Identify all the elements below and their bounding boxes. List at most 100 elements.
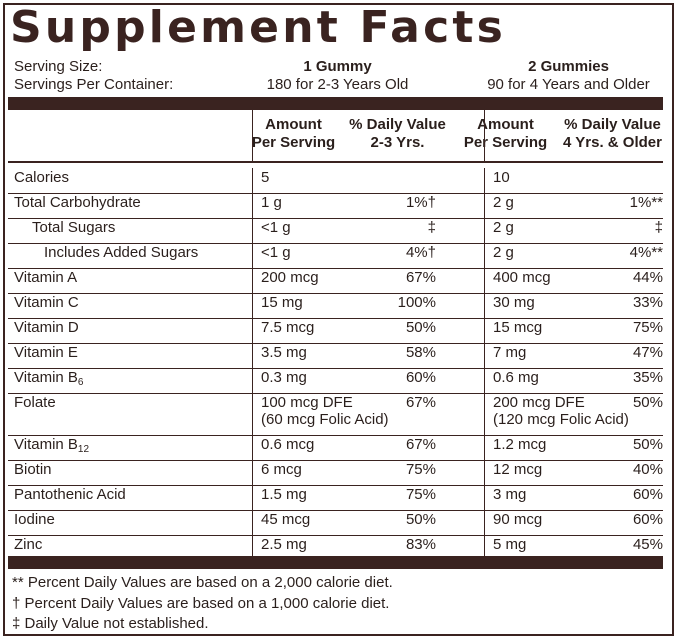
amount-2: 1.2 mcg: [493, 436, 547, 453]
row-divider: [8, 435, 663, 436]
daily-value-1: 83%: [405, 536, 436, 553]
divider-thick-bottom: [8, 556, 663, 569]
amount-2: 3 mg: [493, 486, 527, 503]
daily-value-2: 4%**: [629, 244, 663, 261]
row-divider: [8, 393, 663, 394]
daily-value-2: 50%: [632, 436, 663, 453]
row-divider: [8, 243, 663, 244]
daily-value-1: 67%: [405, 394, 436, 411]
daily-value-2: 47%: [632, 344, 663, 361]
daily-value-1: 75%: [405, 486, 436, 503]
column-divider: [252, 110, 253, 161]
daily-value-1: 50%: [405, 319, 436, 336]
daily-value-1: 1%†: [405, 194, 436, 211]
amount-2-detail: (120 mcg Folic Acid): [493, 411, 629, 428]
daily-value-1: 100%: [397, 294, 436, 311]
nutrient-subscript: 6: [77, 377, 84, 388]
amount-1: 200 mcg: [261, 269, 319, 286]
serving-size-2: 2 Gummies: [528, 58, 609, 75]
nutrient-name: Iodine: [14, 511, 55, 528]
header-amount-1: Amount Per Serving: [251, 116, 336, 151]
nutrient-subscript: 12: [77, 444, 90, 455]
daily-value-2: 45%: [632, 536, 663, 553]
amount-2: 12 mcg: [493, 461, 543, 478]
row-divider: [8, 485, 663, 486]
header-dv-2: % Daily Value 4 Yrs. & Older: [563, 116, 662, 151]
row-divider: [8, 510, 663, 511]
amount-1: 1 g: [261, 194, 282, 211]
header-amount-2: Amount Per Serving: [463, 116, 548, 151]
daily-value-1: 67%: [405, 436, 436, 453]
header-dv-1: % Daily Value 2-3 Yrs.: [349, 116, 446, 151]
daily-value-2: 50%: [632, 394, 663, 411]
amount-2: 400 mcg: [493, 269, 551, 286]
nutrient-name: Vitamin C: [14, 294, 79, 311]
amount-1: <1 g: [261, 244, 291, 261]
row-divider: [8, 318, 663, 319]
page-title: Supplement Facts: [10, 2, 506, 53]
amount-1: 5: [261, 169, 270, 186]
amount-1: 15 mg: [261, 294, 303, 311]
servings-per-container-label: Servings Per Container:: [14, 76, 174, 93]
nutrient-name: Calories: [14, 169, 70, 186]
nutrient-name: Vitamin B12: [14, 436, 90, 455]
daily-value-1: 4%†: [405, 244, 436, 261]
daily-value-2: 1%**: [629, 194, 663, 211]
row-divider: [8, 193, 663, 194]
daily-value-2: 40%: [632, 461, 663, 478]
amount-1: 1.5 mg: [261, 486, 307, 503]
amount-1: 3.5 mg: [261, 344, 307, 361]
nutrient-name: Total Carbohydrate: [14, 194, 141, 211]
nutrient-name: Vitamin D: [14, 319, 79, 336]
servings-per-container-2: 90 for 4 Years and Older: [487, 76, 650, 93]
daily-value-2: 35%: [632, 369, 663, 386]
amount-2: 30 mg: [493, 294, 535, 311]
daily-value-2: 44%: [632, 269, 663, 286]
column-divider: [484, 168, 485, 556]
nutrient-name: Biotin: [14, 461, 52, 478]
daily-value-1: 60%: [405, 369, 436, 386]
row-divider: [8, 368, 663, 369]
amount-2: 2 g: [493, 219, 514, 236]
footnote: ‡ Daily Value not established.: [12, 615, 209, 632]
daily-value-1: ‡: [427, 219, 436, 236]
amount-2: 200 mcg DFE: [493, 394, 585, 411]
daily-value-1: 50%: [405, 511, 436, 528]
amount-1: 7.5 mcg: [261, 319, 315, 336]
row-divider: [8, 268, 663, 269]
nutrient-name: Includes Added Sugars: [44, 244, 199, 261]
amount-1: 100 mcg DFE: [261, 394, 353, 411]
divider-thick-top: [8, 97, 663, 110]
amount-2: 90 mcg: [493, 511, 543, 528]
row-divider: [8, 343, 663, 344]
column-divider: [252, 168, 253, 556]
serving-size-1: 1 Gummy: [303, 58, 372, 75]
amount-2: 15 mcg: [493, 319, 543, 336]
amount-1: 2.5 mg: [261, 536, 307, 553]
daily-value-1: 67%: [405, 269, 436, 286]
amount-2: 0.6 mg: [493, 369, 539, 386]
nutrient-name: Folate: [14, 394, 56, 411]
amount-2: 10: [493, 169, 510, 186]
row-divider: [8, 293, 663, 294]
footnote: † Percent Daily Values are based on a 1,…: [12, 595, 390, 612]
nutrient-name: Pantothenic Acid: [14, 486, 126, 503]
nutrient-name: Vitamin B6: [14, 369, 84, 388]
daily-value-2: 75%: [632, 319, 663, 336]
amount-2: 2 g: [493, 244, 514, 261]
divider-header: [8, 161, 663, 163]
amount-2: 2 g: [493, 194, 514, 211]
amount-1: 45 mcg: [261, 511, 311, 528]
amount-1: 0.6 mcg: [261, 436, 315, 453]
nutrient-name: Vitamin E: [14, 344, 78, 361]
daily-value-2: ‡: [654, 219, 663, 236]
amount-1: 0.3 mg: [261, 369, 307, 386]
amount-2: 5 mg: [493, 536, 527, 553]
amount-1: <1 g: [261, 219, 291, 236]
row-divider: [8, 218, 663, 219]
amount-1-detail: (60 mcg Folic Acid): [261, 411, 389, 428]
daily-value-1: 75%: [405, 461, 436, 478]
nutrient-name-text: Vitamin B: [14, 369, 78, 386]
row-divider: [8, 535, 663, 536]
daily-value-2: 60%: [632, 486, 663, 503]
